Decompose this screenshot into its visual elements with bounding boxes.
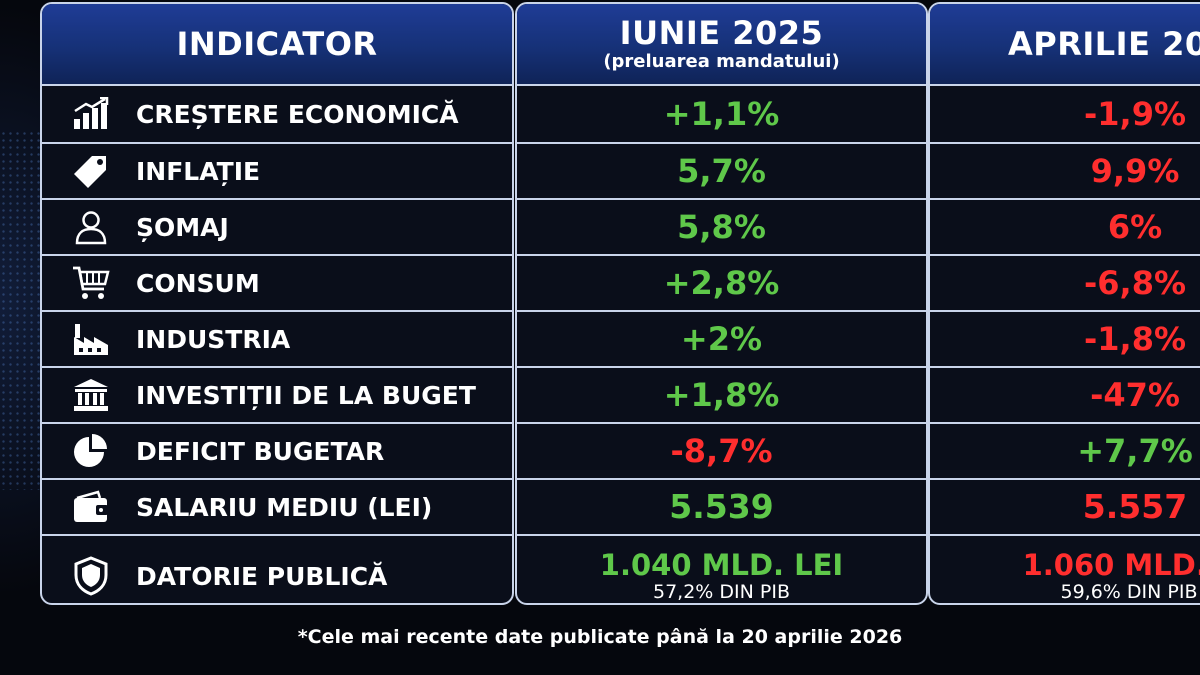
april-value-row: 5.557 <box>930 480 1200 536</box>
indicator-label: ȘOMAJ <box>136 212 229 242</box>
april-debt-gdp: 59,6% DIN PIB <box>1060 581 1198 603</box>
wallet-icon <box>70 488 112 526</box>
april-value: 5.557 <box>1082 487 1188 526</box>
indicator-row-consum: CONSUM <box>42 256 512 312</box>
shield-icon <box>70 556 112 596</box>
growth-chart-icon <box>70 95 112 133</box>
indicator-row-salariu: SALARIU MEDIU (LEI) <box>42 480 512 536</box>
june-2025-title: IUNIE 2025 <box>619 14 824 52</box>
indicator-row-crestere: CREȘTERE ECONOMICĂ <box>42 86 512 144</box>
june-value-row: +2% <box>517 312 926 368</box>
indicator-label: INDUSTRIA <box>136 324 291 354</box>
indicator-label: CONSUM <box>136 268 260 298</box>
june-value-row: +1,8% <box>517 368 926 424</box>
april-value-row: -1,9% <box>930 86 1200 144</box>
june-value: 5,7% <box>677 152 766 190</box>
april-debt-value: 1.060 MLD. L <box>1022 548 1200 582</box>
june-debt-value: 1.040 MLD. LEI <box>599 548 844 582</box>
june-value-row: 5,7% <box>517 144 926 200</box>
indicator-row-somaj: ȘOMAJ <box>42 200 512 256</box>
indicator-header: INDICATOR <box>42 4 512 86</box>
indicator-row-industria: INDUSTRIA <box>42 312 512 368</box>
june-value-row: 5,8% <box>517 200 926 256</box>
april-value: -1,9% <box>1083 95 1187 133</box>
bank-building-icon <box>70 376 112 414</box>
factory-icon <box>70 320 112 358</box>
indicator-row-datorie: DATORIE PUBLICĂ <box>42 536 512 603</box>
shopping-cart-icon <box>70 264 112 302</box>
indicator-label: SALARIU MEDIU (LEI) <box>136 492 433 522</box>
april-value-row: 6% <box>930 200 1200 256</box>
price-tag-icon <box>70 152 112 190</box>
june-value-row: 1.040 MLD. LEI 57,2% DIN PIB <box>517 536 926 603</box>
april-value-row: 9,9% <box>930 144 1200 200</box>
june-value: +2,8% <box>663 264 780 302</box>
june-value-row: +1,1% <box>517 86 926 144</box>
pie-chart-icon <box>70 432 112 470</box>
indicator-label: CREȘTERE ECONOMICĂ <box>136 99 459 129</box>
june-2025-header: IUNIE 2025 (preluarea mandatului) <box>517 4 926 86</box>
indicator-column: INDICATOR CREȘTERE ECONOMICĂ INFLAȚIE ȘO… <box>40 2 514 605</box>
footnote: *Cele mai recente date publicate până la… <box>297 626 903 648</box>
june-value: 5.539 <box>669 487 774 526</box>
indicator-row-deficit: DEFICIT BUGETAR <box>42 424 512 480</box>
june-value: -8,7% <box>670 432 773 470</box>
june-value-row: 5.539 <box>517 480 926 536</box>
june-debt-gdp: 57,2% DIN PIB <box>653 581 790 603</box>
comparison-table: INDICATOR CREȘTERE ECONOMICĂ INFLAȚIE ȘO… <box>40 2 1200 605</box>
june-value: +2% <box>680 320 763 358</box>
april-value: -6,8% <box>1083 264 1187 302</box>
indicator-row-investitii: INVESTIȚII DE LA BUGET <box>42 368 512 424</box>
indicator-header-title: INDICATOR <box>176 25 378 63</box>
june-2025-subtitle: (preluarea mandatului) <box>603 51 840 72</box>
april-value-row: 1.060 MLD. L 59,6% DIN PIB <box>930 536 1200 603</box>
april-value-row: -6,8% <box>930 256 1200 312</box>
april-value: -1,8% <box>1083 320 1187 358</box>
april-value-row: -1,8% <box>930 312 1200 368</box>
person-icon <box>70 208 112 246</box>
april-value: 6% <box>1107 208 1163 246</box>
april-2026-title: APRILIE 20 <box>1008 25 1200 63</box>
background-dot-pattern <box>0 130 45 490</box>
june-value: +1,8% <box>663 376 780 414</box>
indicator-row-inflatie: INFLAȚIE <box>42 144 512 200</box>
june-value: 5,8% <box>677 208 766 246</box>
april-value-row: +7,7% <box>930 424 1200 480</box>
april-2026-column: APRILIE 20 -1,9% 9,9% 6% -6,8% -1,8% -47… <box>928 2 1200 605</box>
april-value-row: -47% <box>930 368 1200 424</box>
june-value: +1,1% <box>663 95 780 133</box>
april-value: 9,9% <box>1090 152 1180 190</box>
april-value: -47% <box>1090 376 1180 414</box>
june-value-row: -8,7% <box>517 424 926 480</box>
april-2026-header: APRILIE 20 <box>930 4 1200 86</box>
indicator-label: DEFICIT BUGETAR <box>136 436 385 466</box>
indicator-label: INVESTIȚII DE LA BUGET <box>136 380 476 410</box>
indicator-label: INFLAȚIE <box>136 156 261 186</box>
june-2025-column: IUNIE 2025 (preluarea mandatului) +1,1% … <box>515 2 928 605</box>
june-value-row: +2,8% <box>517 256 926 312</box>
indicator-label: DATORIE PUBLICĂ <box>136 561 388 591</box>
april-value: +7,7% <box>1077 432 1193 470</box>
